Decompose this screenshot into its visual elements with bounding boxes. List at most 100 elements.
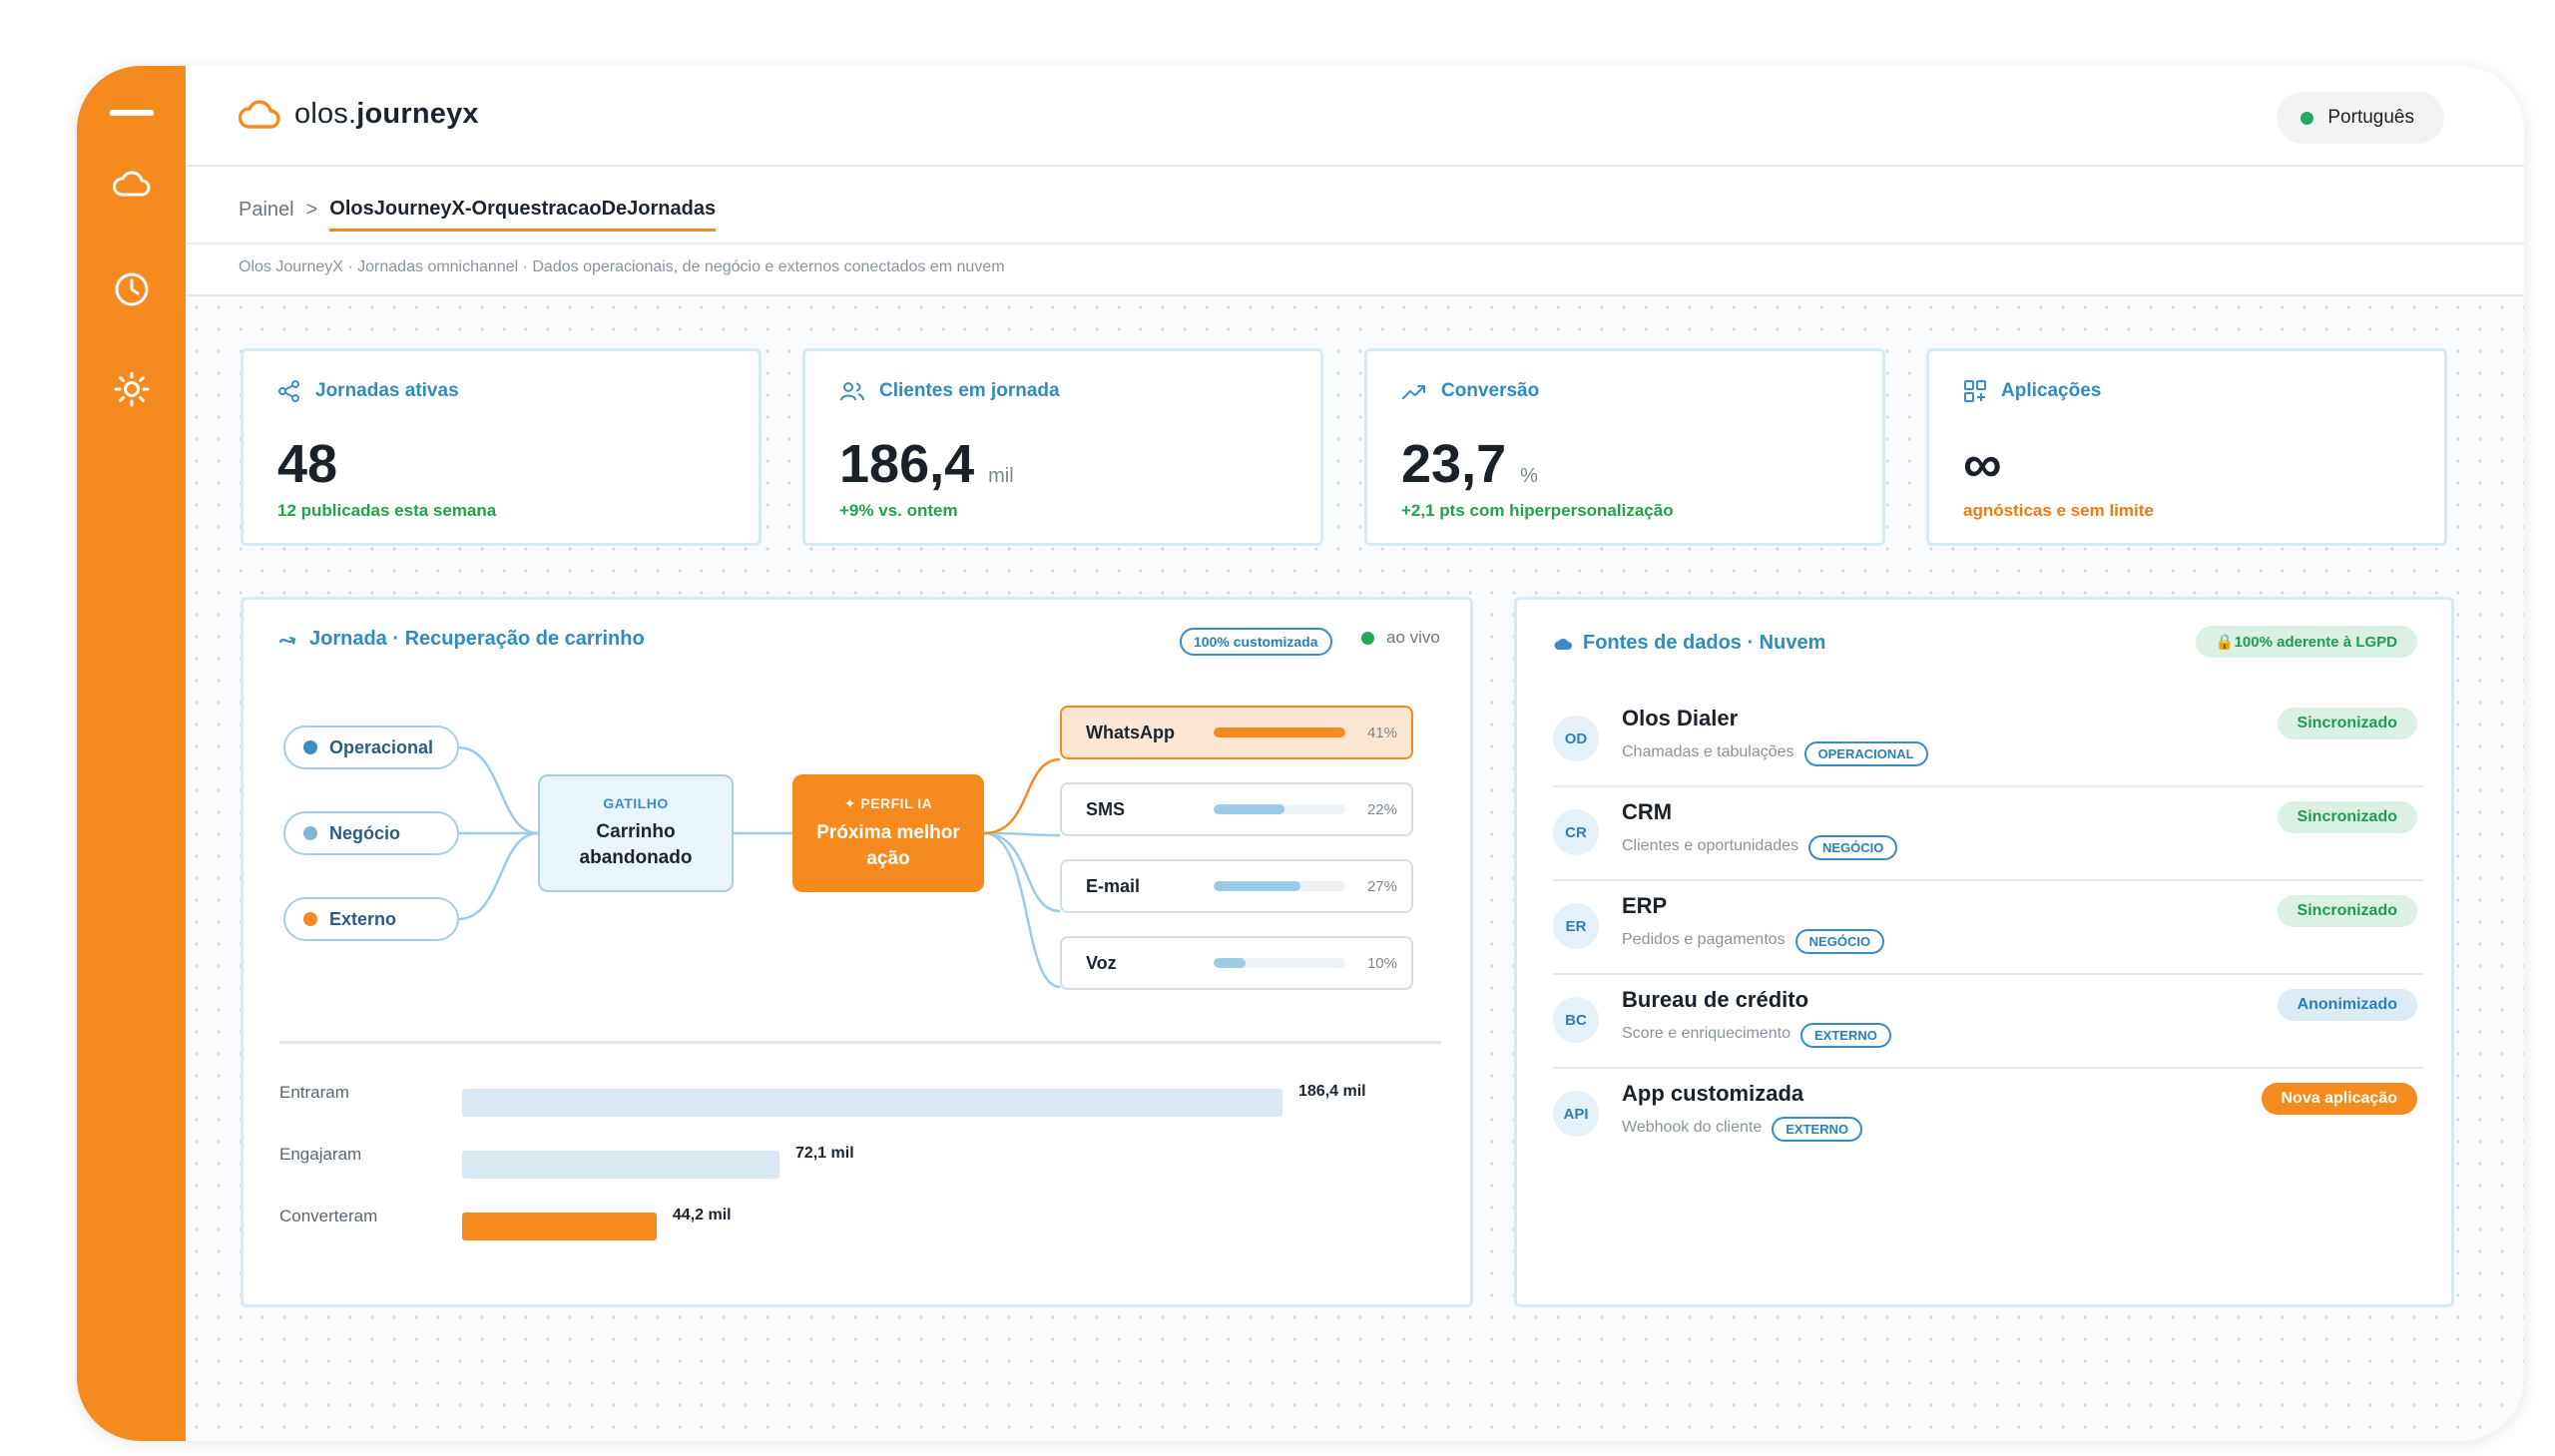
live-indicator: ao vivo: [1361, 628, 1440, 648]
sun-icon[interactable]: [77, 371, 186, 407]
cloud-icon[interactable]: [77, 170, 186, 198]
page-subtitle-bar: Olos JourneyX · Jornadas omnichannel · D…: [186, 244, 2524, 296]
pill-dot: [303, 740, 317, 754]
live-dot: [1361, 631, 1374, 645]
journey-title: Jornada · Recuperação de carrinho: [279, 628, 645, 651]
channel-share-label: 27%: [1366, 877, 1397, 895]
lgpd-badge: 🔒100% aderente à LGPD: [2195, 626, 2417, 658]
channel-whatsapp[interactable]: WhatsApp 41%: [1060, 706, 1413, 759]
trigger-caption: GATILHO: [603, 795, 669, 811]
cloud-logo-icon: [239, 99, 280, 129]
journey-title-text: Jornada · Recuperação de carrinho: [309, 628, 645, 650]
kpi-note: agnósticas e sem limite: [1963, 501, 2154, 520]
ai-next-best-action-node[interactable]: ✦ PERFIL IA Próxima melhor ação: [792, 774, 984, 892]
source-pill-externo[interactable]: Externo: [283, 897, 459, 941]
source-status: Sincronizado: [2277, 708, 2417, 739]
source-status: Sincronizado: [2277, 895, 2417, 927]
channel-share-track: [1214, 958, 1345, 968]
channel-voz[interactable]: Voz 10%: [1060, 936, 1413, 990]
channel-sms[interactable]: SMS 22%: [1060, 782, 1413, 836]
channel-share-fill: [1214, 881, 1300, 891]
ai-label-line2: ação: [866, 847, 910, 869]
source-row-bureau-credito[interactable]: BC Bureau de crédito Score e enriquecime…: [1553, 975, 2423, 1069]
source-name: Bureau de crédito: [1622, 987, 1809, 1012]
channel-email[interactable]: E-mail 27%: [1060, 859, 1413, 913]
kpi-note: +2,1 pts com hiperpersonalização: [1401, 501, 1674, 520]
trigger-label-line1: Carrinho: [596, 821, 676, 842]
source-status: Sincronizado: [2277, 801, 2417, 833]
customized-badge: 100% customizada: [1180, 628, 1332, 656]
breadcrumb-home[interactable]: Painel: [239, 198, 294, 221]
kpi-value: 23,7: [1401, 434, 1507, 494]
source-tag: EXTERNO: [1772, 1117, 1863, 1142]
channel-name: E-mail: [1086, 875, 1141, 896]
source-pill-negocio[interactable]: Negócio: [283, 811, 459, 855]
source-avatar: OD: [1553, 716, 1599, 761]
source-name: ERP: [1622, 893, 1668, 918]
source-avatar: BC: [1553, 997, 1599, 1043]
trigger-node[interactable]: GATILHO Carrinho abandonado: [538, 774, 734, 892]
main-area: olos.journeyx Português Painel > OlosJou…: [186, 66, 2524, 1441]
pill-label: Negócio: [329, 822, 401, 843]
funnel-label: Converteram: [279, 1207, 378, 1225]
kpi-card-conversao[interactable]: Conversão 23,7% +2,1 pts com hiperperson…: [1364, 348, 1885, 546]
channel-share-fill: [1214, 958, 1247, 968]
live-label: ao vivo: [1386, 628, 1440, 647]
funnel-bar: [462, 1213, 657, 1240]
channel-share-track: [1214, 881, 1345, 891]
channel-share-track: [1214, 728, 1345, 737]
source-description: Pedidos e pagamentos: [1622, 930, 1786, 948]
dashboard-content: Jornadas ativas 48 12 publicadas esta se…: [186, 296, 2524, 1441]
breadcrumb-current[interactable]: OlosJourneyX-OrquestracaoDeJornadas: [329, 198, 717, 232]
header: olos.journeyx Português: [186, 66, 2524, 167]
source-pill-operacional[interactable]: Operacional: [283, 726, 459, 769]
language-selector[interactable]: Português: [2277, 92, 2444, 144]
kpi-card-aplicacoes[interactable]: Aplicações ∞ agnósticas e sem limite: [1926, 348, 2447, 546]
clock-icon[interactable]: [77, 271, 186, 307]
channel-share-fill: [1214, 804, 1284, 814]
kpi-value: ∞: [1963, 434, 2002, 494]
channel-name: Voz: [1086, 952, 1117, 973]
kpi-value: 186,4: [839, 434, 975, 494]
source-row-erp[interactable]: ER ERP Pedidos e pagamentos NEGÓCIO Sincr…: [1553, 881, 2423, 975]
funnel-label: Engajaram: [279, 1145, 362, 1164]
source-status[interactable]: Nova aplicação: [2261, 1083, 2417, 1115]
logo-text: olos.journeyx: [294, 98, 479, 130]
kpi-note: 12 publicadas esta semana: [277, 501, 497, 520]
source-row-app-customizada[interactable]: API App customizada Webhook do cliente EX…: [1553, 1069, 2423, 1163]
logo[interactable]: olos.journeyx: [239, 98, 479, 131]
kpi-card-clientes[interactable]: Clientes em jornada 186,4 mil +9% vs. ont…: [802, 348, 1323, 546]
sidebar: [77, 66, 186, 1441]
source-name: App customizada: [1622, 1081, 1804, 1106]
source-description: Score e enriquecimento: [1622, 1024, 1790, 1042]
source-description: Webhook do cliente: [1622, 1118, 1763, 1136]
kpi-value: 48: [277, 434, 338, 494]
ai-caption: ✦ PERFIL IA: [843, 794, 933, 811]
funnel-row-engajaram: Engajaram 72,1 mil: [279, 1145, 1437, 1179]
data-sources-title: Fontes de dados · Nuvem: [1553, 632, 1825, 655]
kpi-card-jornadas[interactable]: Jornadas ativas 48 12 publicadas esta se…: [241, 348, 762, 546]
source-row-crm[interactable]: CR CRM Clientes e oportunidades NEGÓCIO S…: [1553, 787, 2423, 881]
funnel-row-entraram: Entraram 186,4 mil: [279, 1083, 1437, 1117]
pill-label: Operacional: [329, 736, 434, 757]
source-row-olos-dialer[interactable]: OD Olos Dialer Chamadas e tabulações OPER…: [1553, 694, 2423, 787]
source-tag: OPERACIONAL: [1803, 741, 1928, 766]
source-name: CRM: [1622, 799, 1673, 824]
status-dot: [2300, 111, 2314, 125]
funnel-label: Entraram: [279, 1083, 349, 1102]
language-label: Português: [2327, 107, 2414, 128]
source-description: Clientes e oportunidades: [1622, 836, 1799, 854]
source-tag: EXTERNO: [1799, 1023, 1891, 1048]
source-status: Anonimizado: [2277, 989, 2417, 1021]
app-window: olos.journeyx Português Painel > OlosJou…: [77, 66, 2524, 1441]
journey-connectors: [457, 745, 1061, 989]
source-description: Chamadas e tabulações: [1622, 742, 1794, 760]
channel-share-label: 41%: [1366, 724, 1397, 741]
ai-label-line1: Próxima melhor: [816, 821, 960, 843]
menu-icon[interactable]: [77, 110, 186, 118]
data-sources-panel: Fontes de dados · Nuvem 🔒100% aderente à…: [1514, 597, 2454, 1307]
kpi-title: Conversão: [1441, 380, 1540, 401]
source-tag: NEGÓCIO: [1808, 835, 1898, 860]
channel-share-fill: [1214, 728, 1345, 737]
kpi-title: Jornadas ativas: [315, 380, 459, 401]
